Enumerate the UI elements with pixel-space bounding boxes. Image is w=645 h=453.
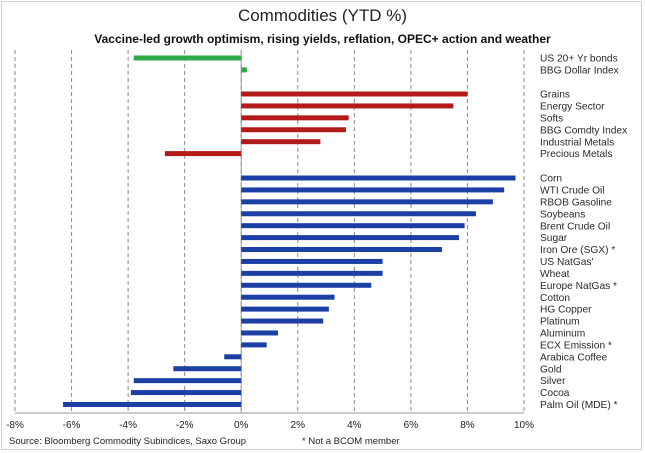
bar-label: Softs — [540, 113, 563, 124]
x-tick-label: -8% — [6, 420, 24, 431]
bar — [130, 390, 242, 396]
x-tick-label: 6% — [404, 420, 419, 431]
bar — [164, 151, 242, 157]
bar — [241, 115, 349, 121]
bar-label: BBG Comdty Index — [540, 125, 627, 136]
bar — [241, 294, 335, 300]
bar — [241, 330, 278, 336]
bar — [241, 223, 465, 229]
bar — [241, 175, 516, 181]
bar-label: Palm Oil (MDE) * — [540, 400, 618, 411]
bar-label: Cocoa — [540, 388, 570, 399]
bar — [241, 127, 346, 133]
bar-label: Wheat — [540, 269, 570, 280]
bar-label: Gold — [540, 364, 562, 375]
bar-label: US 20+ Yr bonds — [540, 54, 618, 65]
bar-label: Cotton — [540, 293, 570, 304]
bar — [241, 199, 493, 205]
bar — [63, 401, 242, 407]
x-tick-label: 4% — [347, 420, 362, 431]
bar-label: Arabica Coffee — [540, 352, 608, 363]
bar — [241, 187, 505, 193]
x-tick-label: 0% — [234, 420, 249, 431]
bar-label: Corn — [540, 174, 562, 185]
bar-label: Soybeans — [540, 209, 585, 220]
bar-label: Precious Metals — [540, 149, 612, 160]
bar — [241, 91, 468, 97]
bar-label: Europe NatGas * — [540, 281, 617, 292]
chart-subtitle: Vaccine-led growth optimism, rising yiel… — [94, 32, 551, 46]
x-tick-label: -4% — [119, 420, 137, 431]
source-note: Source: Bloomberg Commodity Subindices, … — [9, 436, 247, 447]
bar — [133, 55, 242, 61]
bar — [241, 270, 383, 276]
bar — [241, 235, 459, 241]
bar — [241, 306, 329, 312]
bar — [241, 318, 324, 324]
x-tick-label: 10% — [514, 420, 534, 431]
bar-label: Sugar — [540, 233, 568, 244]
bar — [241, 103, 454, 109]
bar-label: ECX Emission * — [540, 340, 612, 351]
bar-label: RBOB Gasoline — [540, 197, 612, 208]
x-tick-label: -6% — [63, 420, 81, 431]
bar — [241, 247, 442, 253]
bar-label: Silver — [540, 376, 566, 387]
bar — [241, 211, 476, 217]
bar — [241, 342, 267, 348]
footnote: * Not a BCOM member — [302, 436, 400, 447]
bar-label: BBG Dollar Index — [540, 66, 619, 77]
x-tick-label: 2% — [291, 420, 306, 431]
bar-label: WTI Crude Oil — [540, 186, 605, 197]
bar — [241, 258, 383, 264]
bar-label: Industrial Metals — [540, 137, 614, 148]
bar-label: Iron Ore (SGX) * — [540, 245, 615, 256]
bar-label: Brent Crude Oil — [540, 221, 610, 232]
x-tick-label: -2% — [176, 420, 194, 431]
bar-label: Aluminum — [540, 329, 585, 340]
bar — [241, 139, 321, 145]
bar-label: US NatGas' — [540, 257, 594, 268]
bar-label: Energy Sector — [540, 102, 605, 113]
bar — [224, 354, 242, 360]
bar — [241, 67, 247, 73]
bar-label: Grains — [540, 90, 570, 101]
bar — [241, 282, 372, 288]
bar — [133, 378, 242, 384]
x-tick-label: 8% — [460, 420, 475, 431]
bar-label: Platinum — [540, 317, 580, 328]
bar — [173, 366, 242, 372]
chart-title: Commodities (YTD %) — [237, 6, 408, 25]
bar-label: HG Copper — [540, 305, 592, 316]
